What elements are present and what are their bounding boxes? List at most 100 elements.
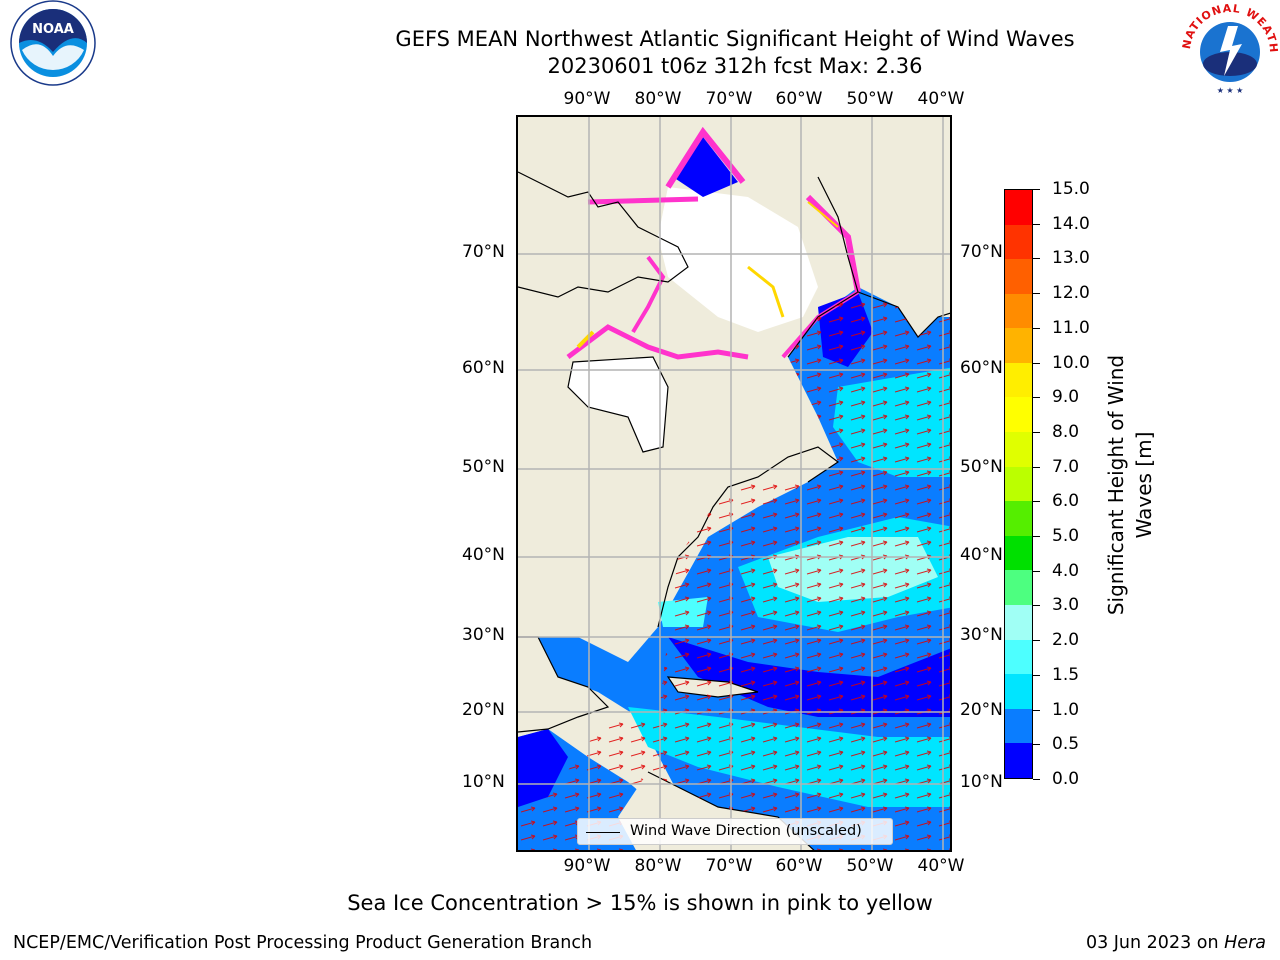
- lon-tick-label: 70°W: [705, 89, 753, 109]
- colorbar-segment: [1005, 466, 1032, 502]
- colorbar-tick-mark: [1033, 779, 1040, 780]
- colorbar-tick-mark: [1033, 605, 1040, 607]
- colorbar-tick-mark: [1033, 258, 1040, 260]
- noaa-logo: NOAA: [10, 0, 96, 86]
- map-gridlines: [518, 117, 950, 850]
- lon-tick-label: 90°W: [563, 89, 611, 109]
- colorbar-tick-label: 15.0: [1052, 179, 1090, 199]
- chart-subtitle: 20230601 t06z 312h fcst Max: 2.36: [547, 54, 923, 78]
- colorbar-tick-mark: [1033, 223, 1040, 225]
- lat-tick-label: 50°N: [960, 457, 1003, 477]
- colorbar-segment: [1005, 674, 1032, 709]
- lat-tick-label: 10°N: [960, 772, 1003, 792]
- colorbar-tick-mark: [1033, 501, 1040, 503]
- colorbar-tick-label: 3.0: [1052, 595, 1080, 616]
- svg-text:★ ★ ★: ★ ★ ★: [1217, 86, 1244, 95]
- colorbar-tick-label: 13.0: [1052, 248, 1090, 269]
- colorbar-segment: [1005, 605, 1032, 640]
- colorbar-tick-mark: [1033, 466, 1040, 468]
- colorbar-tick-label: 7.0: [1052, 456, 1080, 477]
- lat-tick-label: 40°N: [462, 545, 505, 565]
- map-legend: Wind Wave Direction (unscaled): [577, 818, 893, 845]
- lon-tick-label: 70°W: [705, 856, 753, 876]
- lon-tick-label: 40°W: [917, 856, 965, 876]
- lon-tick-label: 40°W: [917, 89, 965, 109]
- lat-tick-label: 50°N: [462, 457, 505, 477]
- colorbar-segment: [1005, 259, 1032, 294]
- hudson-bay-area: [568, 357, 668, 452]
- coastline: [518, 171, 689, 298]
- colorbar-tick-label: 1.5: [1052, 664, 1080, 685]
- colorbar-tick-label: 0.0: [1052, 769, 1080, 789]
- nws-logo: NATIONAL WEATHER SERVICE ★ ★ ★: [1180, 0, 1279, 97]
- colorbar-tick-label: 10.0: [1052, 352, 1090, 373]
- colorbar-tick-label: 12.0: [1052, 283, 1090, 304]
- legend-line-swatch: [586, 832, 620, 833]
- lat-tick-label: 70°N: [462, 242, 505, 262]
- lat-tick-label: 20°N: [462, 700, 505, 720]
- host-name: Hera: [1224, 933, 1266, 953]
- colorbar-tick-mark: [1033, 189, 1040, 190]
- colorbar-tick-mark: [1033, 674, 1040, 676]
- lat-tick-label: 30°N: [462, 625, 505, 645]
- date-host-text: 03 Jun 2023 on Hera: [1086, 933, 1266, 953]
- legend-label: Wind Wave Direction (unscaled): [630, 823, 862, 839]
- map-panel: [516, 115, 952, 852]
- chart-title: GEFS MEAN Northwest Atlantic Significant…: [395, 27, 1075, 51]
- lon-tick-label: 50°W: [846, 89, 894, 109]
- colorbar-tick-mark: [1033, 327, 1040, 329]
- colorbar-tick-mark: [1033, 431, 1040, 433]
- colorbar-segment: [1005, 397, 1032, 433]
- wind-wave-direction-arrows: [518, 292, 950, 850]
- colorbar-tick-mark: [1033, 709, 1040, 711]
- sea-ice-edge: [665, 126, 746, 189]
- colorbar-tick-label: 6.0: [1052, 491, 1080, 512]
- colorbar-tick-label: 14.0: [1052, 213, 1090, 234]
- colorbar-segment: [1005, 328, 1032, 363]
- lon-tick-label: 80°W: [634, 856, 682, 876]
- lat-tick-label: 10°N: [462, 772, 505, 792]
- colorbar-title: Significant Height of Wind Waves [m]: [1104, 354, 1156, 616]
- colorbar-tick-mark: [1033, 570, 1040, 572]
- baffin-bay-area: [658, 187, 818, 332]
- colorbar-segment: [1005, 189, 1032, 225]
- colorbar-tick-label: 11.0: [1052, 317, 1090, 338]
- lon-tick-label: 80°W: [634, 89, 682, 109]
- map-canvas: [518, 117, 950, 850]
- lat-tick-label: 60°N: [960, 358, 1003, 378]
- colorbar-segment: [1005, 362, 1032, 398]
- colorbar-segment: [1005, 570, 1032, 606]
- lat-tick-label: 60°N: [462, 358, 505, 378]
- colorbar-tick-label: 0.5: [1052, 734, 1080, 755]
- lon-tick-label: 60°W: [775, 89, 823, 109]
- date-text: 03 Jun 2023 on: [1085, 933, 1225, 953]
- colorbar-tick-mark: [1033, 362, 1040, 364]
- colorbar-tick-mark: [1033, 536, 1040, 538]
- colorbar-tick-label: 5.0: [1052, 526, 1080, 547]
- colorbar-segment: [1005, 224, 1032, 260]
- colorbar-tick-mark: [1033, 640, 1040, 642]
- lat-tick-label: 40°N: [960, 545, 1003, 565]
- colorbar-segment: [1005, 743, 1032, 778]
- colorbar: [1004, 189, 1033, 779]
- colorbar-segment: [1005, 708, 1032, 744]
- colorbar-tick-mark: [1033, 744, 1040, 746]
- colorbar-tick-label: 9.0: [1052, 387, 1080, 408]
- colorbar-segment: [1005, 432, 1032, 467]
- lon-tick-label: 50°W: [846, 856, 894, 876]
- lon-tick-label: 90°W: [563, 856, 611, 876]
- lat-tick-label: 30°N: [960, 625, 1003, 645]
- credit-text: NCEP/EMC/Verification Post Processing Pr…: [13, 933, 593, 953]
- lat-tick-label: 20°N: [960, 700, 1003, 720]
- noaa-logo-text: NOAA: [32, 22, 74, 37]
- colorbar-segment: [1005, 293, 1032, 329]
- sea-ice-note: Sea Ice Concentration > 15% is shown in …: [347, 891, 933, 915]
- lon-tick-label: 60°W: [775, 856, 823, 876]
- colorbar-tick-label: 1.0: [1052, 699, 1080, 720]
- colorbar-tick-mark: [1033, 293, 1040, 295]
- colorbar-segment: [1005, 535, 1032, 571]
- colorbar-tick-label: 4.0: [1052, 560, 1080, 581]
- colorbar-tick-label: 2.0: [1052, 630, 1080, 651]
- colorbar-segment: [1005, 501, 1032, 536]
- lat-tick-label: 70°N: [960, 242, 1003, 262]
